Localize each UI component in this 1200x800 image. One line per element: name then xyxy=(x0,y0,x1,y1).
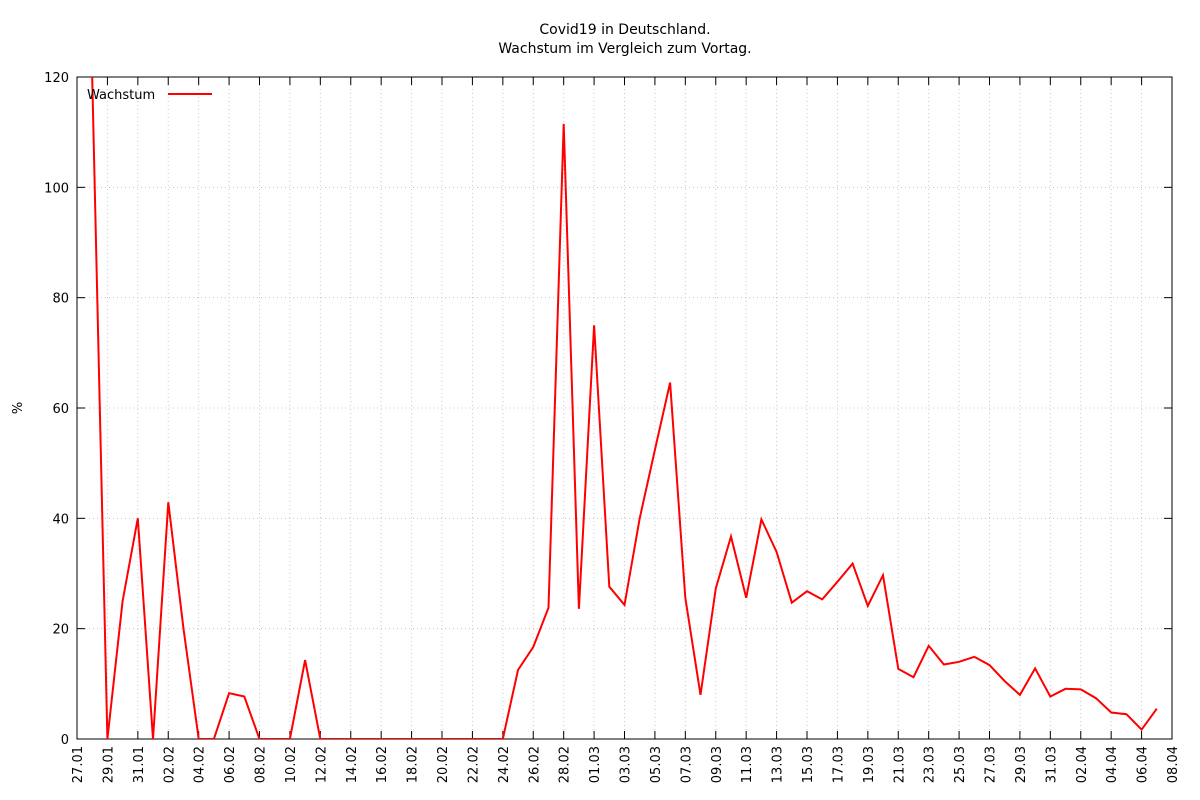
y-tick-label: 0 xyxy=(61,733,69,748)
y-tick-label: 80 xyxy=(52,292,69,307)
x-tick-label: 06.04 xyxy=(1136,746,1151,783)
y-tick-label: 20 xyxy=(52,623,69,638)
plot-frame xyxy=(76,76,1173,740)
y-tick-label: 100 xyxy=(44,181,69,196)
x-tick-label: 07.03 xyxy=(679,746,694,783)
x-tick-label: 13.03 xyxy=(771,746,786,783)
x-tick-label: 27.01 xyxy=(71,746,86,783)
x-tick-label: 29.03 xyxy=(1014,746,1029,783)
x-tick-label: 26.02 xyxy=(527,746,542,783)
grid xyxy=(77,77,1172,739)
chart-subtitle: Wachstum im Vergleich zum Vortag. xyxy=(498,41,751,57)
x-tick-label: 03.03 xyxy=(619,746,634,783)
x-tick-label: 22.02 xyxy=(466,746,481,783)
x-tick-label: 29.01 xyxy=(101,746,116,783)
x-tick-label: 06.02 xyxy=(223,746,238,783)
x-tick-label: 02.02 xyxy=(162,746,177,783)
x-tick-label: 02.04 xyxy=(1075,746,1090,783)
x-tick-label: 27.03 xyxy=(984,746,999,783)
x-tick-label: 09.03 xyxy=(710,746,725,783)
x-tick-label: 01.03 xyxy=(588,746,603,783)
x-tick-label: 11.03 xyxy=(740,746,755,783)
x-tick-label: 08.04 xyxy=(1166,746,1181,783)
y-tick-label: 60 xyxy=(52,402,69,417)
x-tick-label: 04.04 xyxy=(1105,746,1120,783)
x-tick-label: 12.02 xyxy=(314,746,329,783)
y-axis-label: % xyxy=(11,402,26,414)
chart-title: Covid19 in Deutschland. xyxy=(539,22,710,38)
series-line-wachstum xyxy=(91,77,1158,739)
x-tick-label: 20.02 xyxy=(436,746,451,783)
y-tick-label: 120 xyxy=(44,71,69,86)
x-tick-label: 19.03 xyxy=(862,746,877,783)
x-tick-label: 31.01 xyxy=(132,746,147,783)
x-tick-label: 21.03 xyxy=(892,746,907,783)
x-tick-label: 17.03 xyxy=(831,746,846,783)
x-tick-label: 23.03 xyxy=(923,746,938,783)
x-tick-label: 31.03 xyxy=(1044,746,1059,783)
x-tick-label: 04.02 xyxy=(193,746,208,783)
x-tick-label: 14.02 xyxy=(345,746,360,783)
x-tick-label: 28.02 xyxy=(558,746,573,783)
legend: Wachstum xyxy=(87,88,212,103)
x-tick-label: 16.02 xyxy=(375,746,390,783)
x-tick-label: 24.02 xyxy=(497,746,512,783)
x-tick-label: 10.02 xyxy=(284,746,299,783)
series xyxy=(91,77,1158,739)
x-tick-label: 15.03 xyxy=(801,746,816,783)
x-tick-label: 05.03 xyxy=(649,746,664,783)
y-tick-label: 40 xyxy=(52,512,69,527)
x-tick-label: 18.02 xyxy=(406,746,421,783)
axes: 0 20 40 60 80 100 120 27.01 29.01 31.01 02.02 04.02… xyxy=(44,71,1181,783)
x-tick-label: 25.03 xyxy=(953,746,968,783)
legend-label: Wachstum xyxy=(87,88,155,103)
x-tick-label: 08.02 xyxy=(254,746,269,783)
